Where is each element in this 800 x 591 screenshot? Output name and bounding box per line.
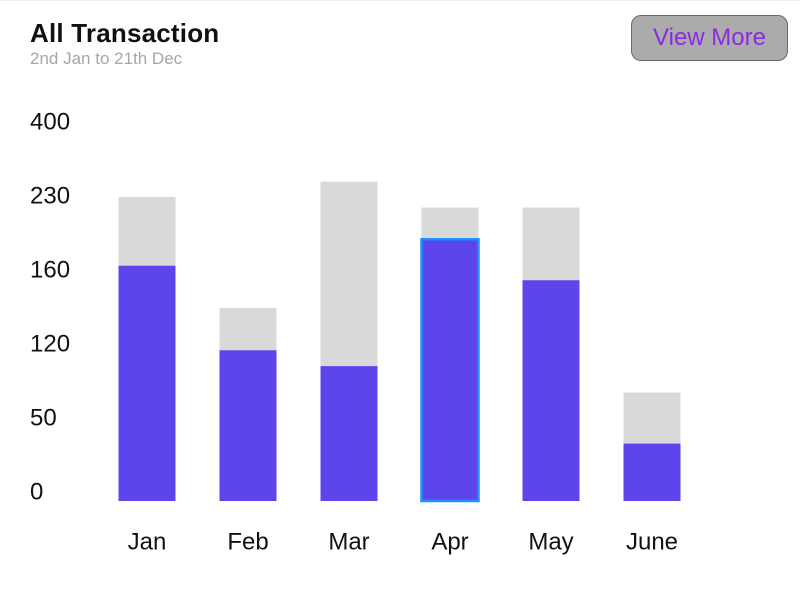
x-category-label-jan: Jan — [128, 528, 167, 555]
bar-value-apr[interactable] — [420, 238, 480, 503]
view-more-button[interactable]: View More — [631, 15, 788, 61]
bars — [118, 181, 681, 503]
y-tick-label-160: 160 — [30, 256, 70, 283]
top-divider — [0, 0, 800, 1]
x-category-label-feb: Feb — [227, 528, 268, 555]
y-tick-label-0: 0 — [30, 478, 43, 505]
y-tick-label-230: 230 — [30, 182, 70, 209]
bar-value-jan[interactable] — [118, 265, 176, 501]
y-tick-label-400: 400 — [30, 108, 70, 135]
x-category-label-may: May — [528, 528, 573, 555]
x-category-label-apr: Apr — [431, 528, 468, 555]
page-title: All Transaction — [30, 18, 220, 48]
x-category-label-june: June — [626, 528, 678, 555]
y-axis-ticks: 400 230 160 120 50 0 — [30, 108, 70, 505]
x-category-label-mar: Mar — [328, 528, 369, 555]
bar-value-mar[interactable] — [320, 366, 378, 501]
bar-value-june[interactable] — [623, 443, 681, 501]
bar-value-may[interactable] — [522, 280, 580, 501]
bar-value-feb[interactable] — [219, 350, 277, 501]
y-tick-label-50: 50 — [30, 404, 57, 431]
x-axis-categories: Jan Feb Mar Apr May June — [128, 528, 678, 555]
date-range-subtitle: 2nd Jan to 21th Dec — [30, 49, 183, 68]
y-tick-label-120: 120 — [30, 330, 70, 357]
